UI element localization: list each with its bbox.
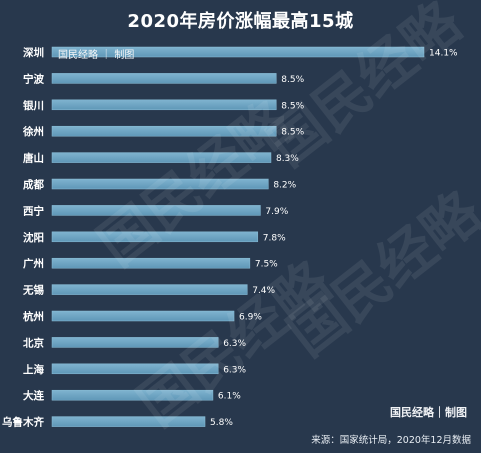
bar — [51, 257, 251, 269]
category-label: 银川 — [23, 99, 44, 112]
chart-title: 2020年房价涨幅最高15城 — [127, 11, 354, 32]
value-label: 7.5% — [255, 260, 278, 270]
category-label: 杭州 — [23, 310, 44, 323]
value-label: 8.5% — [281, 128, 304, 138]
value-label: 7.4% — [252, 286, 275, 296]
bar — [51, 205, 261, 216]
category-label: 深圳 — [23, 46, 44, 59]
category-label: 沈阳 — [23, 231, 44, 244]
category-label: 北京 — [23, 336, 44, 349]
value-label: 8.3% — [276, 154, 299, 164]
bar — [51, 125, 277, 137]
value-label: 7.9% — [265, 207, 288, 217]
category-label: 乌鲁木齐 — [2, 416, 44, 429]
value-label: 6.3% — [223, 339, 246, 349]
value-label: 6.1% — [218, 392, 241, 402]
bar — [51, 284, 248, 295]
bar — [51, 178, 269, 190]
value-label: 6.9% — [239, 313, 262, 323]
category-label: 上海 — [23, 363, 44, 376]
value-label: 8.2% — [273, 181, 296, 191]
brand-label: 国民经略｜制图 — [390, 406, 467, 419]
bar — [51, 46, 425, 58]
category-label: 大连 — [23, 389, 44, 402]
bar — [51, 337, 219, 348]
bar — [51, 99, 277, 111]
bar — [51, 152, 272, 163]
category-label: 西宁 — [23, 204, 44, 217]
bar — [51, 73, 277, 84]
value-label: 7.8% — [263, 233, 286, 243]
bar — [51, 310, 235, 322]
category-label: 无锡 — [22, 284, 44, 297]
value-label: 8.5% — [281, 101, 304, 111]
category-label: 唐山 — [23, 152, 44, 165]
bar-brand-label: 国民经略 ｜ 制图 — [58, 50, 135, 61]
category-label: 宁波 — [23, 72, 44, 85]
category-label: 广州 — [23, 257, 44, 270]
category-label: 徐州 — [22, 125, 44, 138]
bar — [51, 416, 206, 427]
bar — [51, 363, 219, 375]
source-note: 来源：国家统计局，2020年12月数据 — [311, 435, 471, 446]
bar — [51, 389, 214, 401]
category-label: 成都 — [23, 178, 44, 191]
value-label: 14.1% — [429, 49, 458, 59]
value-label: 6.3% — [223, 365, 246, 375]
value-label: 8.5% — [281, 75, 304, 85]
bar — [51, 231, 259, 243]
value-label: 5.8% — [210, 418, 233, 428]
